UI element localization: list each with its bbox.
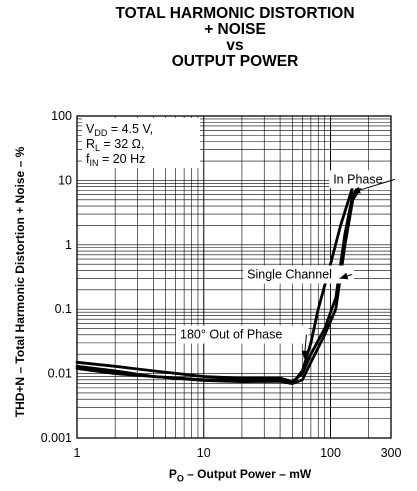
series-line [75, 179, 365, 383]
x-tick-label: 1 [74, 446, 81, 460]
y-tick-label: 0.001 [41, 431, 72, 445]
series-line [75, 181, 365, 385]
chart-title: TOTAL HARMONIC DISTORTION + NOISE vs OUT… [60, 6, 410, 70]
annotations: VDD = 4.5 V,RL = 32 Ω,fIN = 20 Hz In Phas… [82, 118, 397, 359]
title-line-1: TOTAL HARMONIC DISTORTION [115, 5, 355, 22]
condition-text: VDD = 4.5 V, [86, 122, 153, 138]
x-axis-label-main: P [168, 467, 177, 481]
annotation-bg [243, 265, 354, 284]
y-tick-label: 100 [51, 109, 72, 123]
title-line-2: + NOISE [204, 21, 266, 38]
annotation-label: 180° Out of Phase [180, 328, 282, 342]
x-axis-label-sub: O [176, 473, 184, 484]
annotation-arrowhead [339, 272, 349, 280]
conditions-box [82, 118, 200, 168]
title-line-3: vs [226, 37, 244, 54]
y-tick-label: 0.1 [55, 302, 72, 316]
x-tick-label: 300 [381, 446, 402, 460]
annotation-bg [176, 325, 309, 344]
x-axis-label-rest: – Output Power – mW [183, 467, 312, 481]
annotation-arrowhead [352, 186, 361, 194]
x-tick-label: 10 [197, 446, 211, 460]
annotation-label: Single Channel [247, 267, 332, 281]
title-line-4: OUTPUT POWER [171, 53, 299, 70]
y-tick-label: 0.01 [48, 367, 72, 381]
plot-frame [76, 115, 392, 439]
condition-text: fIN = 20 Hz [86, 152, 145, 168]
x-axis-label: PO – Output Power – mW [120, 467, 360, 483]
condition-text: RL = 32 Ω, [86, 137, 145, 153]
y-tick-label: 1 [65, 238, 72, 252]
x-tick-label: 100 [320, 446, 341, 460]
annotation-label: In Phase [333, 172, 382, 186]
y-tick-label: 10 [58, 173, 72, 187]
series-lines [75, 173, 365, 385]
annotation-arrowhead [301, 350, 309, 359]
